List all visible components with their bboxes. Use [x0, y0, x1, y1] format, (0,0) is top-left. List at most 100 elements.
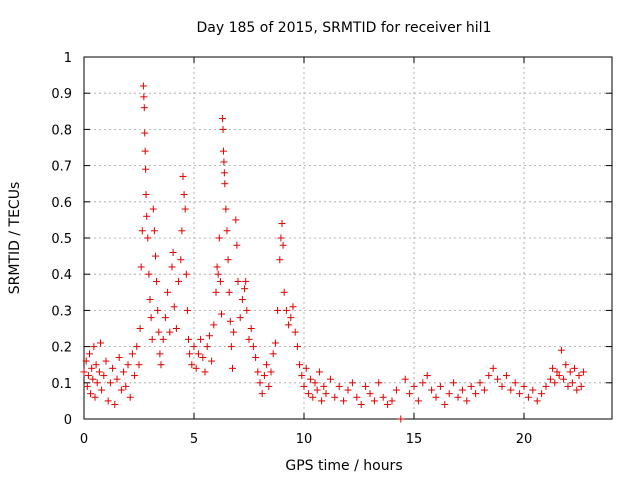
data-point	[149, 205, 157, 213]
data-points	[80, 82, 587, 423]
data-point	[168, 263, 176, 271]
data-point	[199, 353, 207, 361]
data-point	[182, 270, 190, 278]
data-point	[225, 288, 233, 296]
data-point	[432, 393, 440, 401]
data-point	[100, 372, 108, 380]
data-point	[566, 368, 574, 376]
grid-lines	[84, 57, 612, 419]
data-point	[93, 379, 101, 387]
data-point	[192, 364, 200, 372]
data-point	[568, 379, 576, 387]
data-point	[249, 343, 257, 351]
data-point	[564, 382, 572, 390]
data-point	[507, 386, 515, 394]
data-point	[185, 335, 192, 343]
data-point	[175, 277, 183, 285]
data-point	[226, 317, 234, 325]
data-point	[494, 375, 502, 383]
data-point	[467, 382, 475, 390]
data-point	[90, 343, 98, 351]
data-point	[571, 364, 579, 372]
data-point	[97, 339, 104, 347]
data-point	[542, 382, 550, 390]
data-point	[551, 379, 559, 387]
data-point	[304, 390, 312, 398]
data-point	[285, 321, 293, 329]
data-point	[111, 401, 119, 409]
data-point	[516, 390, 524, 398]
y-tick-label: 0.9	[51, 87, 72, 102]
data-point	[106, 379, 114, 387]
data-point	[95, 368, 103, 376]
data-point	[177, 256, 185, 264]
data-point	[414, 397, 422, 405]
data-point	[140, 93, 148, 101]
data-point	[120, 368, 128, 376]
data-point	[445, 390, 453, 398]
data-point	[344, 386, 352, 394]
data-point	[210, 321, 218, 329]
data-point	[265, 382, 273, 390]
data-point	[213, 263, 221, 271]
data-point	[203, 343, 211, 351]
data-point	[146, 296, 154, 304]
data-point	[258, 390, 266, 398]
data-point	[357, 401, 365, 409]
data-point	[577, 382, 585, 390]
data-point	[254, 368, 262, 376]
data-point	[80, 368, 88, 376]
y-tick-label: 0.6	[51, 196, 72, 211]
data-point	[142, 165, 150, 173]
data-point	[236, 314, 244, 322]
data-point	[216, 277, 224, 285]
data-point	[232, 216, 240, 224]
data-point	[197, 335, 205, 343]
data-point	[291, 328, 299, 336]
data-point	[113, 375, 121, 383]
data-point	[180, 191, 188, 199]
y-tick-label: 0.4	[51, 268, 72, 283]
data-point	[156, 350, 164, 358]
data-point	[82, 357, 90, 365]
data-point	[524, 393, 532, 401]
data-point	[194, 350, 202, 358]
data-point	[143, 212, 151, 220]
data-point	[256, 379, 264, 387]
data-point	[287, 314, 295, 322]
data-point	[296, 361, 304, 369]
data-point	[511, 379, 519, 387]
data-point	[278, 220, 286, 228]
data-point	[252, 353, 260, 361]
data-point	[271, 339, 279, 347]
data-point	[126, 393, 134, 401]
data-point	[115, 353, 123, 361]
data-point	[205, 332, 213, 340]
data-point	[91, 393, 99, 401]
data-point	[573, 386, 581, 394]
data-point	[87, 390, 95, 398]
data-point	[161, 314, 169, 322]
data-point	[397, 415, 405, 423]
data-point	[375, 379, 383, 387]
x-axis-label: GPS time / hours	[285, 458, 402, 474]
data-point	[538, 390, 546, 398]
data-point	[227, 343, 235, 351]
data-point	[315, 368, 323, 376]
data-point	[188, 361, 196, 369]
y-tick-label: 0.2	[51, 341, 72, 356]
data-point	[138, 227, 146, 235]
data-point	[423, 372, 431, 380]
data-point	[533, 397, 541, 405]
data-point	[104, 397, 112, 405]
data-point	[155, 328, 163, 336]
data-point	[276, 256, 284, 264]
x-tick-label: 15	[406, 432, 423, 447]
data-point	[201, 368, 209, 376]
data-point	[546, 375, 554, 383]
data-point	[549, 364, 557, 372]
y-tick-label: 0.5	[51, 232, 72, 247]
data-point	[388, 397, 396, 405]
data-point	[441, 401, 449, 409]
